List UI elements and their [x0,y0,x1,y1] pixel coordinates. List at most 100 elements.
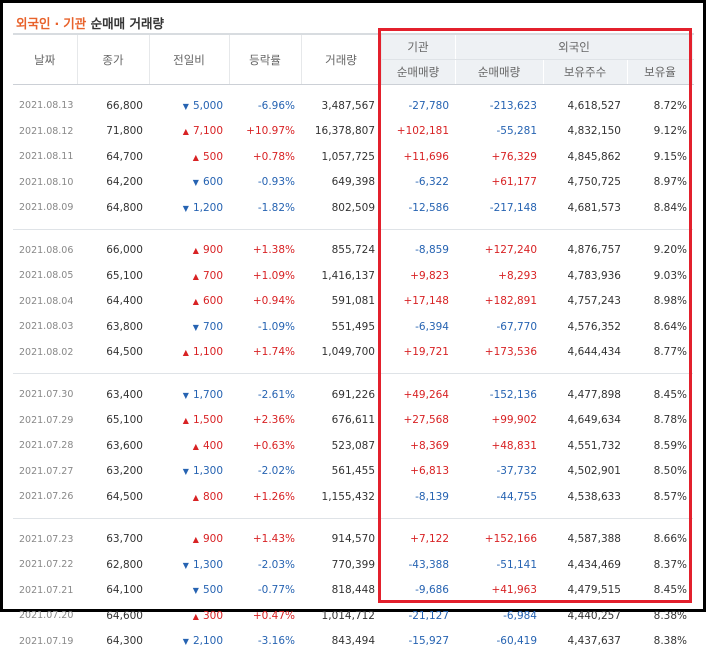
cell-institution-net: +8,369 [381,433,455,459]
cell-foreign-net: +76,329 [455,144,543,170]
cell-date: 2021.07.22 [13,552,77,578]
cell-rate: +10.97% [229,119,301,145]
cell-close: 63,700 [77,527,149,553]
cell-holdings: 4,681,573 [543,195,627,221]
group-spacer [13,221,693,230]
header-volume: 거래량 [301,34,381,85]
cell-volume: 1,057,725 [301,144,381,170]
cell-close: 64,500 [77,484,149,510]
triangle-down-icon: ▼ [183,637,189,646]
cell-holding-ratio: 8.98% [627,289,693,315]
cell-foreign-net: -213,623 [455,93,543,119]
cell-foreign-net: -55,281 [455,119,543,145]
cell-volume: 691,226 [301,382,381,408]
cell-holdings: 4,649,634 [543,408,627,434]
cell-holding-ratio: 8.97% [627,170,693,196]
cell-holdings: 4,479,515 [543,578,627,604]
trading-table: 날짜 종가 전일비 등락률 거래량 기관 외국인 순매매량 순매매량 보유주수 … [13,33,694,662]
cell-foreign-net: +173,536 [455,340,543,366]
cell-change: ▼5,000 [149,93,229,119]
cell-date: 2021.08.10 [13,170,77,196]
cell-close: 66,800 [77,93,149,119]
group-spacer [13,510,693,519]
cell-change: ▲1,500 [149,408,229,434]
header-foreign-group: 외국인 [455,34,693,60]
cell-volume: 802,509 [301,195,381,221]
cell-holdings: 4,876,757 [543,238,627,264]
spacer-cell [13,85,693,94]
cell-holdings: 4,832,150 [543,119,627,145]
cell-foreign-net: -6,984 [455,603,543,629]
cell-close: 64,200 [77,170,149,196]
cell-change: ▲400 [149,433,229,459]
cell-date: 2021.08.06 [13,238,77,264]
cell-change: ▼ 2,100 [149,629,229,655]
cell-volume: 1,155,432 [301,484,381,510]
change-value: 500 [203,151,223,163]
cell-change: ▲500 [149,144,229,170]
cell-holding-ratio: 8.45% [627,578,693,604]
triangle-up-icon: ▲ [193,612,199,621]
triangle-up-icon: ▲ [193,246,199,255]
cell-holdings: 4,502,901 [543,459,627,485]
cell-date: 2021.07.20 [13,603,77,629]
trading-table-wrapper: 날짜 종가 전일비 등락률 거래량 기관 외국인 순매매량 순매매량 보유주수 … [13,33,693,662]
cell-rate: +0.47% [229,603,301,629]
change-value: 5,000 [193,100,223,112]
cell-close: 63,400 [77,382,149,408]
cell-date: 2021.07.29 [13,408,77,434]
cell-foreign-net: +61,177 [455,170,543,196]
cell-holdings: 4,644,434 [543,340,627,366]
cell-change: ▼1,300 [149,459,229,485]
cell-holding-ratio: 8.64% [627,314,693,340]
cell-foreign-net: +127,240 [455,238,543,264]
cell-close: 63,200 [77,459,149,485]
cell-holdings: 4,618,527 [543,93,627,119]
header-change: 전일비 [149,34,229,85]
cell-rate: -2.61% [229,382,301,408]
cell-foreign-net: +41,963 [455,578,543,604]
cell-volume: 1,049,700 [301,340,381,366]
cell-holding-ratio: 8.50% [627,459,693,485]
group-spacer [13,374,693,383]
change-value: 2,100 [193,635,223,647]
cell-volume: 16,378,807 [301,119,381,145]
change-value: 900 [203,244,223,256]
title-suffix: 순매매 거래량 [91,16,164,31]
group-spacer [13,518,693,527]
cell-holdings: 4,551,732 [543,433,627,459]
spacer-cell [13,374,693,383]
cell-volume: 855,724 [301,238,381,264]
cell-holding-ratio: 8.72% [627,93,693,119]
cell-institution-net: +49,264 [381,382,455,408]
triangle-down-icon: ▼ [183,561,189,570]
cell-foreign-net: -37,732 [455,459,543,485]
header-close: 종가 [77,34,149,85]
triangle-down-icon: ▼ [193,178,199,187]
cell-institution-net: +19,721 [381,340,455,366]
cell-volume: 523,087 [301,433,381,459]
cell-date: 2021.08.09 [13,195,77,221]
cell-change: ▲300 [149,603,229,629]
cell-institution-net: +7,122 [381,527,455,553]
cell-rate: +1.26% [229,484,301,510]
cell-change: ▲1,100 [149,340,229,366]
cell-institution-net: +17,148 [381,289,455,315]
change-value: 600 [203,176,223,188]
cell-holdings: 4,757,243 [543,289,627,315]
cell-change: ▲7,100 [149,119,229,145]
cell-date: 2021.08.12 [13,119,77,145]
cell-foreign-net: +152,166 [455,527,543,553]
cell-volume: 551,495 [301,314,381,340]
cell-date: 2021.07.26 [13,484,77,510]
cell-holding-ratio: 8.45% [627,382,693,408]
